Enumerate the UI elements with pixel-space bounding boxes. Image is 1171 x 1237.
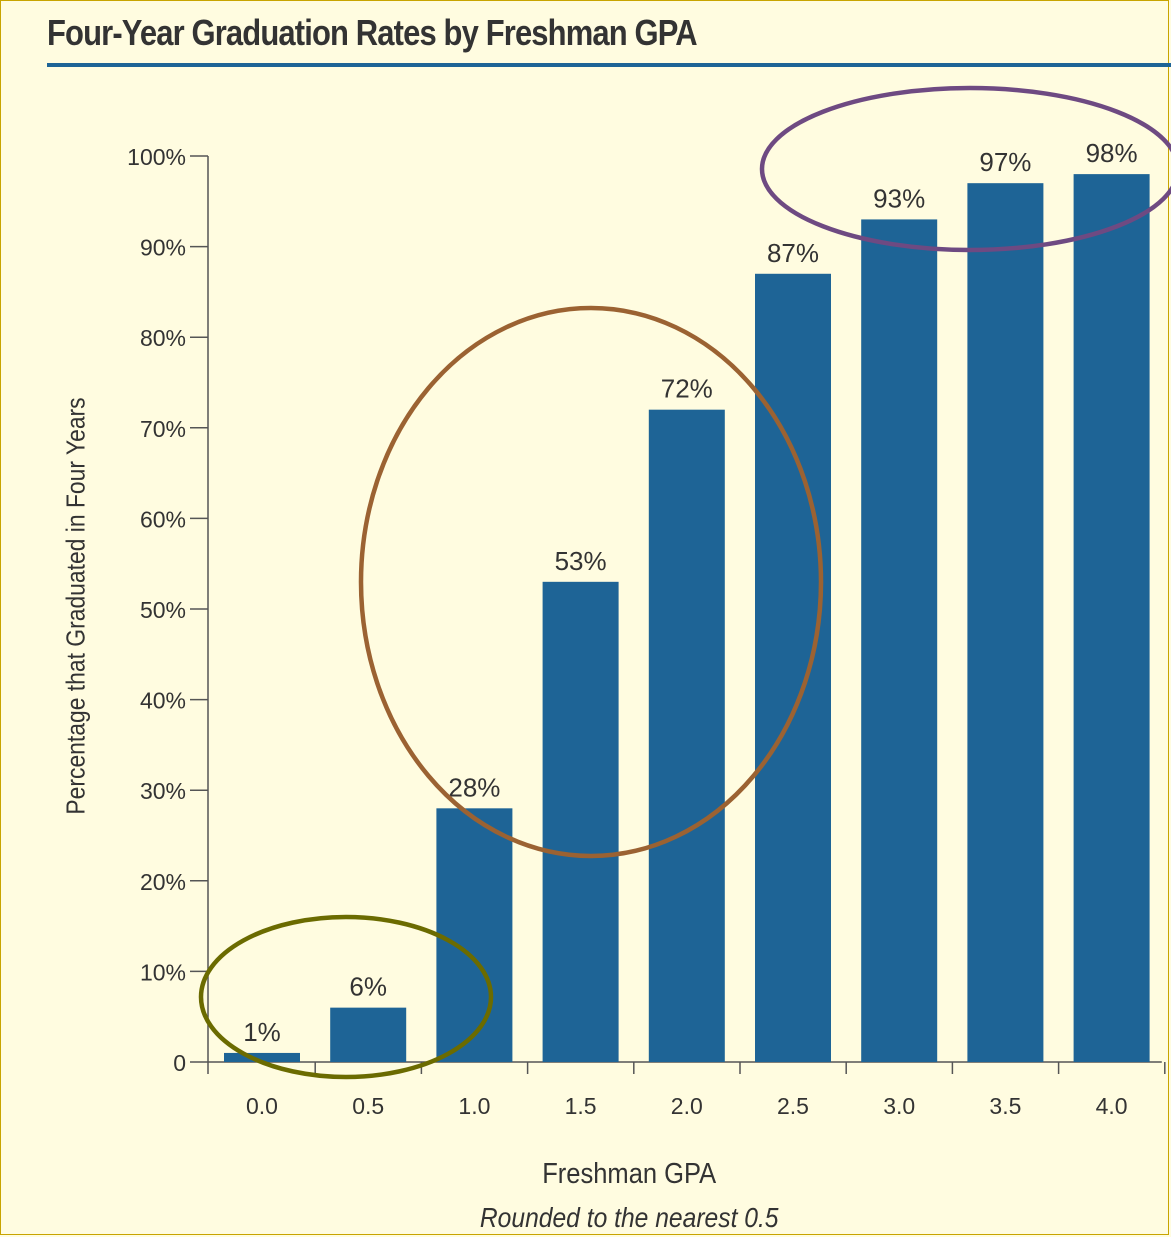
chart-title: Four-Year Graduation Rates by Freshman G…: [47, 12, 698, 53]
bar: [861, 219, 938, 1063]
x-axis-label: Freshman GPA: [542, 1158, 717, 1190]
y-tick-label: 90%: [140, 235, 186, 261]
bar: [436, 808, 513, 1062]
y-tick-label: 20%: [140, 869, 186, 895]
x-tick-label: 2.5: [777, 1093, 809, 1119]
x-tick-label: 0.0: [246, 1093, 278, 1119]
y-tick-label: 80%: [140, 325, 186, 351]
x-axis-note: Rounded to the nearest 0.5: [479, 1202, 779, 1233]
x-tick-label: 1.0: [458, 1093, 490, 1119]
bar: [224, 1052, 300, 1062]
bar: [967, 183, 1044, 1062]
bar: [755, 273, 831, 1062]
y-tick-label: 70%: [140, 416, 186, 442]
x-tick-label: 4.0: [1096, 1093, 1128, 1119]
bar-value-label: 53%: [555, 546, 607, 576]
bar-value-label: 72%: [661, 374, 713, 404]
x-tick-label: 3.0: [883, 1093, 915, 1119]
highlight-ellipse: [198, 914, 494, 1080]
highlight-ellipse: [358, 305, 824, 859]
y-tick-label: 50%: [140, 597, 186, 623]
y-tick-label: 40%: [140, 688, 186, 714]
x-tick-label: 1.5: [565, 1093, 597, 1119]
bar-value-label: 1%: [243, 1017, 281, 1047]
bar-value-label: 98%: [1086, 138, 1138, 168]
bar-value-label: 28%: [448, 772, 500, 802]
bar-value-label: 87%: [767, 238, 819, 268]
bar: [330, 1007, 407, 1062]
y-tick-label: 10%: [140, 959, 186, 985]
x-tick-label: 0.5: [352, 1093, 384, 1119]
x-tick-label: 3.5: [989, 1093, 1021, 1119]
bar-value-label: 6%: [349, 972, 387, 1002]
y-axis-label: Percentage that Graduated in Four Years: [60, 397, 91, 815]
y-tick-label: 0: [173, 1050, 186, 1076]
highlight-ellipse: [759, 85, 1171, 253]
x-tick-label: 2.0: [671, 1093, 703, 1119]
bar: [1073, 174, 1150, 1062]
bar-value-label: 97%: [979, 147, 1031, 177]
bar-value-label: 93%: [873, 183, 925, 213]
y-tick-label: 100%: [127, 144, 186, 170]
y-tick-label: 60%: [140, 506, 186, 532]
title-underline: [47, 63, 1171, 67]
bar: [542, 581, 619, 1062]
bar: [648, 409, 725, 1062]
y-tick-label: 30%: [140, 778, 186, 804]
